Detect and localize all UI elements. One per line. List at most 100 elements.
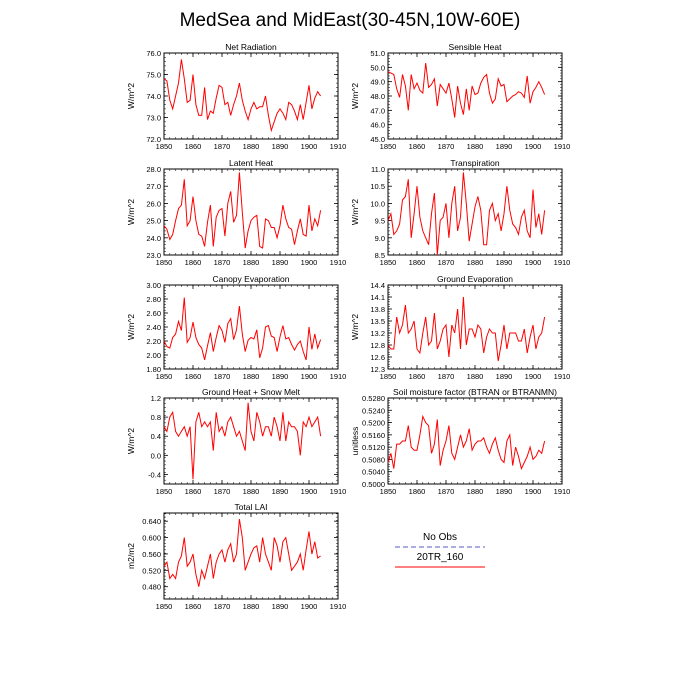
x-tick-label: 1850	[156, 602, 173, 611]
x-tick-label: 1910	[554, 258, 571, 267]
y-tick-label: 11.0	[371, 165, 385, 174]
x-tick-label: 1850	[380, 372, 397, 381]
y-axis-label: W/m^2	[126, 314, 136, 340]
y-tick-label: 0.4	[151, 432, 161, 441]
plot-frame	[387, 52, 563, 140]
y-tick-label: 8.5	[375, 251, 385, 260]
x-tick-label: 1850	[380, 258, 397, 267]
y-tick-label: 0.5080	[362, 455, 385, 464]
plot-title: Sensible Heat	[449, 42, 503, 52]
y-tick-label: 0.520	[142, 566, 161, 575]
y-tick-label: 3.00	[146, 281, 161, 290]
x-tick-label: 1890	[496, 372, 513, 381]
plot-title: Total LAI	[234, 502, 267, 512]
x-tick-label: 1880	[467, 487, 484, 496]
plot-frame	[163, 284, 339, 370]
plot-0: Net Radiation W/m^2 1850 1860 1870 1880 1890 19…	[126, 42, 346, 151]
y-tick-label: 26.0	[146, 199, 161, 208]
plot-title: Transpiration	[450, 158, 500, 168]
y-tick-label: 2.40	[146, 323, 161, 332]
x-tick-label: 1880	[243, 142, 260, 151]
x-tick-label: 1860	[185, 258, 202, 267]
x-tick-label: 1910	[554, 487, 571, 496]
x-tick-label: 1880	[243, 372, 260, 381]
series-line-20tr-160	[163, 402, 322, 480]
plot-title: Soil moisture factor (BTRAN or BTRANMN)	[393, 387, 557, 397]
y-tick-label: 1.2	[151, 394, 161, 403]
series-line-20tr-160	[387, 62, 546, 118]
x-tick-label: 1870	[438, 258, 455, 267]
y-tick-label: 25.0	[146, 217, 161, 226]
y-tick-label: 9.0	[375, 234, 385, 243]
x-tick-label: 1890	[272, 602, 289, 611]
plot-frame	[387, 397, 563, 485]
y-tick-label: 47.0	[370, 106, 385, 115]
y-tick-label: 9.5	[375, 217, 385, 226]
series-line-20tr-160	[163, 519, 321, 587]
x-tick-label: 1900	[301, 142, 318, 151]
y-tick-label: 24.0	[146, 234, 161, 243]
legend: No Obs 20TR_160	[390, 530, 490, 573]
plot-title: Ground Heat + Snow Melt	[202, 387, 301, 397]
x-tick-label: 1880	[467, 372, 484, 381]
plot-4: Canopy Evaporation W/m^2 1850 1860 1870 1880 1…	[126, 274, 346, 381]
y-axis-label: W/m^2	[126, 199, 136, 225]
y-tick-label: 23.0	[146, 251, 161, 260]
y-tick-label: 51.0	[370, 49, 385, 58]
x-tick-label: 1890	[272, 142, 289, 151]
x-tick-label: 1850	[156, 258, 173, 267]
plot-5: Ground Evaporation W/m^2 1850 1860 1870 1880 1…	[350, 274, 570, 381]
plot-title: Latent Heat	[229, 158, 274, 168]
x-tick-label: 1870	[214, 142, 231, 151]
y-axis-label: W/m^2	[350, 83, 360, 109]
y-tick-label: 0.600	[142, 534, 161, 543]
x-tick-label: 1860	[185, 487, 202, 496]
x-tick-label: 1910	[330, 487, 347, 496]
y-tick-label: 13.2	[370, 329, 385, 338]
y-tick-label: 10.0	[370, 199, 385, 208]
x-tick-label: 1860	[185, 142, 202, 151]
y-tick-label: 73.0	[146, 114, 161, 123]
y-tick-label: 10.5	[370, 182, 385, 191]
y-tick-label: 28.0	[146, 165, 161, 174]
y-tick-label: 0.5160	[362, 431, 385, 440]
x-tick-label: 1860	[409, 142, 426, 151]
x-tick-label: 1890	[496, 258, 513, 267]
y-tick-label: 14.4	[370, 281, 385, 290]
x-tick-label: 1870	[438, 372, 455, 381]
x-tick-label: 1890	[272, 372, 289, 381]
y-tick-label: 12.8	[370, 341, 385, 350]
y-axis-label: unitless	[350, 427, 360, 456]
plot-frame	[163, 168, 339, 256]
x-tick-label: 1900	[301, 487, 318, 496]
x-tick-label: 1890	[272, 487, 289, 496]
x-tick-label: 1910	[330, 602, 347, 611]
y-tick-label: 2.20	[146, 337, 161, 346]
y-tick-label: 76.0	[146, 49, 161, 58]
y-tick-label: 13.5	[370, 317, 385, 326]
x-tick-label: 1880	[467, 258, 484, 267]
legend-graphic: No Obs 20TR_160	[395, 532, 485, 568]
y-tick-label: 0.5280	[362, 394, 385, 403]
plot-2: Latent Heat W/m^2 1850 1860 1870 1880 1890 1900…	[126, 158, 346, 267]
y-tick-label: 0.5240	[362, 406, 385, 415]
x-tick-label: 1870	[438, 487, 455, 496]
y-tick-label: 0.640	[142, 517, 161, 526]
y-tick-label: 2.80	[146, 295, 161, 304]
x-tick-label: 1900	[525, 372, 542, 381]
y-axis-label: W/m^2	[126, 428, 136, 454]
x-tick-label: 1860	[185, 372, 202, 381]
y-tick-label: -0.4	[148, 470, 161, 479]
x-tick-label: 1880	[243, 487, 260, 496]
x-tick-label: 1880	[243, 258, 260, 267]
x-tick-label: 1870	[214, 487, 231, 496]
y-tick-label: 0.8	[151, 413, 161, 422]
y-axis-label: W/m^2	[126, 83, 136, 109]
y-tick-label: 50.0	[370, 63, 385, 72]
x-tick-label: 1870	[214, 372, 231, 381]
series-line-20tr-160	[163, 297, 322, 361]
series-line-20tr-160	[387, 414, 546, 471]
page-title: MedSea and MidEast(30-45N,10W-60E)	[179, 10, 521, 31]
y-tick-label: 2.00	[146, 351, 161, 360]
x-tick-label: 1860	[409, 487, 426, 496]
